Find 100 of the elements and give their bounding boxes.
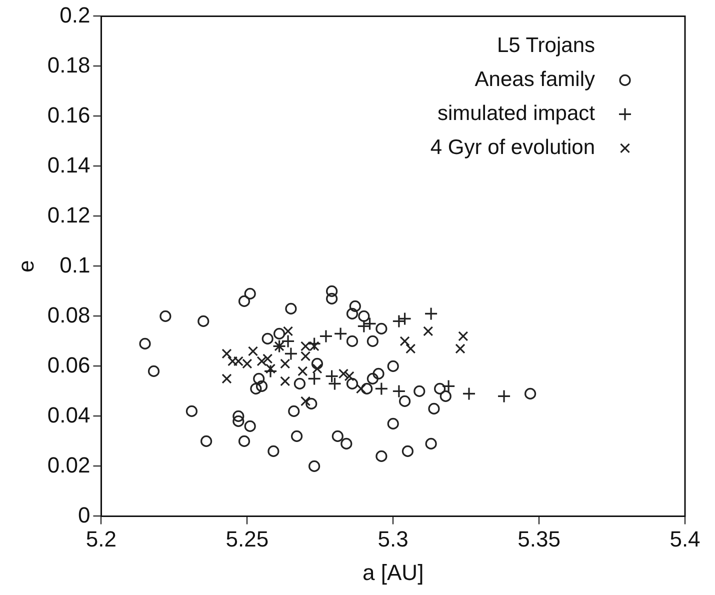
point (361, 382, 373, 394)
point (366, 372, 378, 384)
y-axis-title: e (13, 260, 38, 272)
point (462, 386, 476, 400)
point (332, 430, 344, 442)
point (186, 405, 198, 417)
point (244, 288, 256, 300)
x-tick-label: 5.35 (518, 526, 560, 552)
y-tick-label: 0.18 (47, 52, 90, 78)
point (288, 405, 300, 417)
y-tick-label: 0.12 (47, 202, 90, 228)
point (356, 384, 366, 394)
point (387, 360, 399, 372)
y-tick-label: 0.08 (47, 302, 90, 328)
point (238, 295, 250, 307)
point (242, 358, 252, 369)
point (300, 396, 311, 406)
point (308, 372, 322, 386)
point (250, 382, 262, 394)
x-tick-label: 5.25 (226, 526, 269, 552)
point (294, 378, 306, 390)
point (248, 346, 258, 356)
point (458, 331, 468, 342)
point (400, 336, 410, 346)
point (349, 300, 361, 312)
point (398, 395, 411, 407)
point (358, 310, 370, 322)
point (232, 415, 244, 427)
y-tick-label: 0.14 (47, 152, 90, 178)
point (346, 335, 358, 347)
point (232, 410, 244, 422)
y-tick-label: 0.16 (47, 102, 90, 128)
point (434, 382, 446, 394)
point (281, 334, 295, 348)
y-tick-label: 0 (78, 502, 90, 528)
point (308, 336, 322, 350)
point (497, 389, 511, 403)
point (262, 332, 274, 344)
y-tick-label: 0.04 (47, 402, 90, 428)
legend-label: Aneas family (474, 68, 596, 91)
point (311, 358, 324, 370)
x-axis-title: a [AU] (362, 560, 424, 585)
point (387, 418, 399, 430)
point (376, 450, 388, 462)
point (326, 285, 338, 297)
point (340, 438, 352, 450)
point (200, 435, 212, 447)
point (298, 366, 308, 376)
legend-label: simulated impact (437, 102, 596, 125)
point (376, 322, 388, 334)
legend-title: L5 Trojans (496, 34, 595, 57)
point (148, 365, 160, 377)
point (290, 430, 303, 442)
point (233, 356, 244, 366)
point (398, 312, 412, 326)
point (425, 438, 437, 450)
y-tick-label: 0.2 (60, 2, 90, 28)
point (357, 319, 371, 333)
point (326, 292, 338, 304)
point (392, 314, 406, 328)
y-tick-label: 0.02 (47, 452, 90, 478)
point (442, 379, 456, 393)
y-tick-label: 0.06 (47, 352, 90, 378)
point (402, 445, 414, 457)
point (256, 380, 268, 392)
point (273, 328, 286, 340)
point (524, 388, 536, 400)
point (334, 326, 348, 340)
point (374, 382, 388, 396)
point (346, 378, 358, 390)
point (423, 326, 434, 336)
point (160, 310, 172, 322)
legend-label: 4 Gyr of evolution (430, 136, 595, 159)
point (428, 402, 440, 414)
x-tick-label: 5.4 (670, 526, 700, 552)
point (414, 385, 426, 397)
point (319, 329, 333, 343)
point (392, 384, 406, 398)
point (222, 348, 232, 359)
y-tick-label: 0.1 (60, 252, 90, 278)
point (282, 326, 294, 336)
point (344, 371, 354, 382)
point (312, 364, 322, 374)
point (346, 308, 358, 320)
point (244, 420, 256, 432)
point (308, 460, 320, 472)
point (455, 344, 466, 354)
point (256, 356, 267, 366)
point (280, 376, 290, 386)
x-tick-label: 5.2 (86, 526, 117, 552)
point (228, 356, 238, 366)
x-tick-label: 5.3 (378, 526, 408, 552)
point (284, 346, 298, 360)
point (253, 372, 265, 384)
point (338, 368, 349, 379)
point (222, 374, 232, 384)
point (362, 316, 377, 330)
point (139, 338, 151, 350)
point (238, 435, 250, 447)
point (372, 368, 384, 380)
